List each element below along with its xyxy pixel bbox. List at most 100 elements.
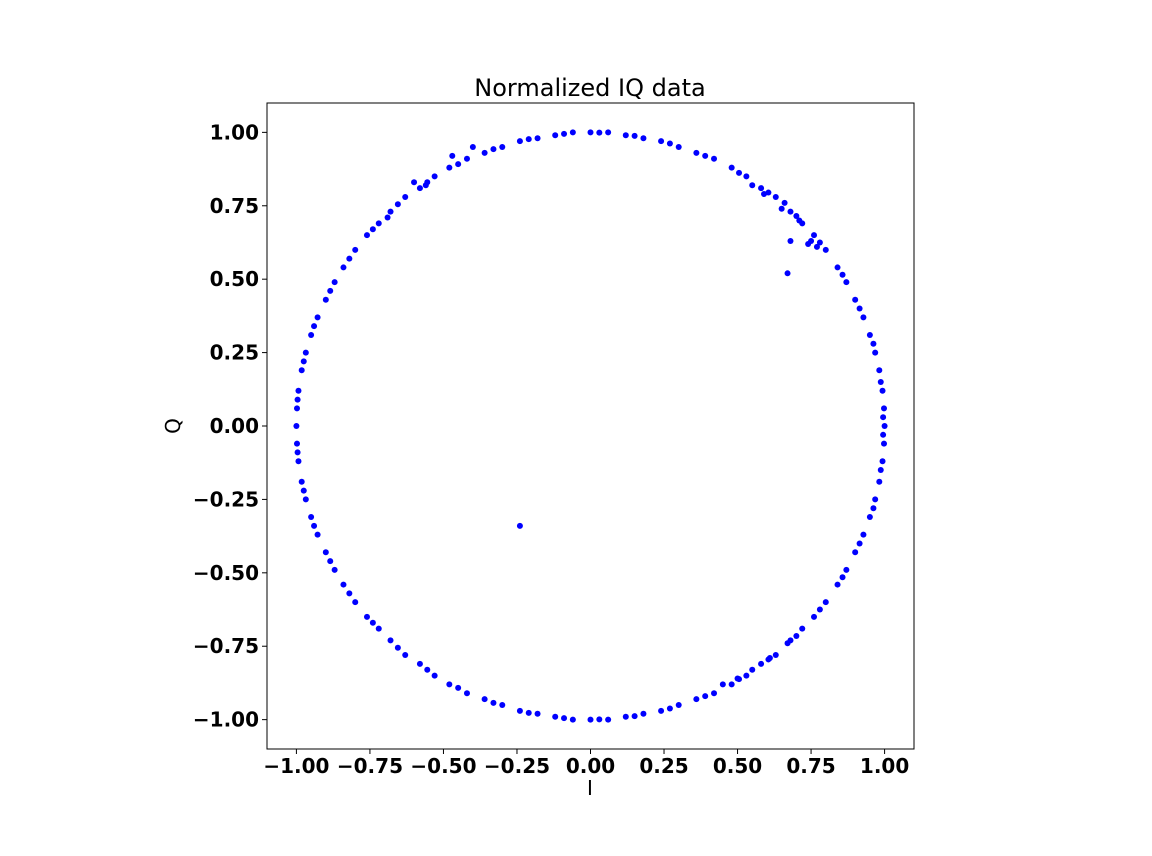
- data-point: [880, 431, 887, 438]
- data-point: [561, 130, 568, 137]
- data-point: [455, 684, 462, 691]
- data-point: [666, 140, 673, 147]
- data-point: [534, 135, 541, 142]
- data-point: [860, 314, 867, 321]
- data-point: [455, 161, 462, 168]
- data-point: [793, 213, 800, 220]
- data-point: [879, 387, 886, 394]
- data-point: [314, 314, 321, 321]
- data-point: [711, 690, 718, 697]
- data-point: [822, 246, 829, 253]
- data-point: [793, 632, 800, 639]
- data-point: [880, 414, 887, 421]
- data-point: [499, 701, 506, 708]
- data-point: [596, 716, 603, 723]
- data-point: [352, 599, 359, 606]
- data-point: [693, 149, 700, 156]
- data-point: [787, 208, 794, 215]
- data-point: [881, 440, 888, 447]
- data-point: [394, 201, 401, 208]
- data-point: [311, 522, 318, 529]
- data-point: [463, 690, 470, 697]
- data-point: [758, 660, 765, 667]
- data-point: [499, 144, 506, 151]
- data-point: [561, 715, 568, 722]
- data-point: [327, 287, 334, 294]
- data-point: [346, 590, 353, 597]
- data-point: [322, 296, 329, 303]
- data-point: [749, 182, 756, 189]
- data-point: [369, 619, 376, 626]
- data-point: [384, 214, 391, 221]
- data-point: [422, 182, 429, 189]
- data-point: [816, 239, 823, 246]
- data-point: [525, 709, 532, 716]
- axis-ticks-layer: −1.00 −0.75 −0.50 −0.25 0.00 0.25 0.50 0.75 1.00…: [193, 120, 909, 778]
- data-point: [843, 279, 850, 286]
- y-tick-label: −1.00: [193, 708, 259, 732]
- data-point: [758, 185, 765, 192]
- data-point: [749, 666, 756, 673]
- data-point: [331, 279, 338, 286]
- x-tick-label: −1.00: [263, 754, 329, 778]
- data-point: [622, 713, 629, 720]
- data-point: [675, 144, 682, 151]
- data-point: [736, 169, 743, 176]
- data-point: [734, 675, 741, 682]
- x-tick-label: 0.25: [639, 754, 688, 778]
- data-point: [860, 531, 867, 538]
- data-point: [363, 232, 370, 239]
- data-point: [416, 660, 423, 667]
- data-point: [631, 713, 638, 720]
- data-point: [469, 144, 476, 151]
- data-point: [870, 505, 877, 512]
- data-point: [622, 132, 629, 139]
- data-point: [605, 716, 612, 723]
- y-tick-label: −0.50: [193, 561, 259, 585]
- data-point: [327, 558, 334, 565]
- data-point: [761, 191, 768, 198]
- data-point: [552, 713, 559, 720]
- data-point: [552, 132, 559, 139]
- data-point: [881, 423, 888, 429]
- data-point: [293, 423, 300, 429]
- data-point: [534, 710, 541, 717]
- data-point: [839, 574, 846, 581]
- data-point: [340, 264, 347, 271]
- data-point: [719, 681, 726, 688]
- data-point: [834, 581, 841, 588]
- x-tick-label: 0.75: [786, 754, 835, 778]
- data-point: [387, 208, 394, 215]
- data-point: [587, 716, 594, 723]
- data-point: [596, 129, 603, 136]
- data-point: [856, 305, 863, 312]
- data-point: [340, 581, 347, 588]
- data-point: [877, 467, 884, 474]
- data-point: [481, 696, 488, 703]
- data-point: [866, 514, 873, 521]
- data-point: [728, 164, 735, 171]
- y-axis-label: Q: [161, 418, 185, 434]
- data-point: [311, 323, 318, 330]
- data-point: [728, 681, 735, 688]
- data-point: [516, 522, 523, 529]
- data-point: [314, 531, 321, 538]
- data-point: [308, 514, 315, 521]
- data-point: [781, 199, 788, 206]
- data-point: [293, 440, 300, 447]
- data-point: [799, 625, 806, 632]
- data-point: [666, 705, 673, 712]
- data-point: [294, 449, 301, 456]
- data-point: [298, 367, 305, 374]
- data-point: [839, 271, 846, 278]
- data-point: [852, 549, 859, 556]
- data-point: [805, 240, 812, 247]
- data-point: [702, 693, 709, 700]
- data-point: [411, 179, 418, 186]
- data-point: [881, 405, 888, 412]
- x-tick-label: 0.00: [566, 754, 615, 778]
- data-point: [300, 358, 307, 365]
- data-point: [302, 349, 309, 356]
- x-tick-label: −0.25: [484, 754, 550, 778]
- data-point: [843, 566, 850, 573]
